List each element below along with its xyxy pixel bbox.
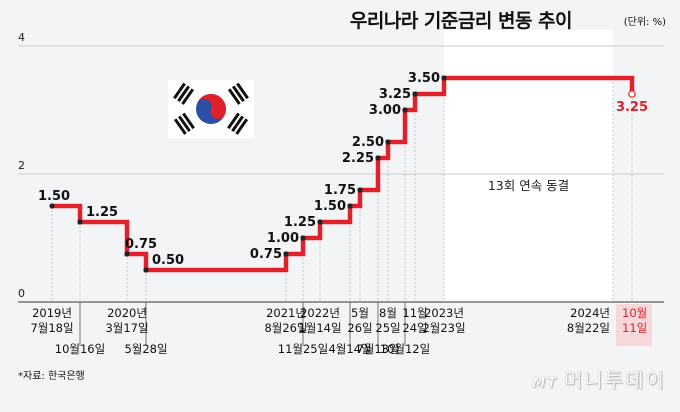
y-tick-label: 2 (18, 159, 25, 172)
value-label: 1.25 (86, 205, 118, 220)
data-point (283, 251, 289, 257)
korean-flag-icon (168, 80, 254, 138)
value-label: 1.75 (324, 183, 356, 198)
date-label-bottom: 8월22일 (567, 321, 610, 335)
date-label-top: 2021년 (266, 306, 306, 320)
date-label-top: 2024년 (570, 306, 610, 320)
date-label-bottom: 8월26일 (264, 321, 307, 335)
chart-title: 우리나라 기준금리 변동 추이 (349, 10, 573, 32)
data-point (300, 235, 306, 241)
value-label: 0.75 (250, 247, 282, 262)
date-label-lower: 10월12일 (380, 342, 430, 356)
data-point-current (628, 90, 636, 98)
freeze-annotation: 13회 연속 동결 (488, 178, 569, 193)
data-point (49, 203, 55, 209)
value-label: 2.50 (352, 135, 384, 150)
y-tick-label: 4 (18, 31, 25, 44)
data-point (412, 91, 418, 97)
highlight-label-bg (616, 304, 652, 346)
date-label-lower: 5월28일 (124, 342, 167, 356)
value-label: 1.25 (284, 215, 316, 230)
date-label-top: 11월 (402, 306, 427, 320)
date-label-lower: 10월16일 (55, 342, 105, 356)
value-label: 1.50 (314, 199, 346, 214)
value-label: 1.00 (267, 231, 299, 246)
date-label-lower: 11월25일 (278, 342, 328, 356)
date-label-lower: 7월13일 (356, 342, 399, 356)
data-point (143, 267, 149, 273)
date-label-bottom: 2월23일 (422, 321, 465, 335)
data-point (317, 219, 323, 225)
data-point (441, 75, 447, 81)
date-label-top: 5월 (351, 306, 369, 320)
date-label-bottom: 25일 (375, 321, 400, 335)
value-label: 0.50 (152, 253, 184, 268)
date-label-bottom: 3월17일 (105, 321, 148, 335)
date-label-top: 10월 (622, 306, 647, 320)
value-label: 3.50 (408, 71, 440, 86)
data-point (77, 219, 83, 225)
date-label-bottom: 7월18일 (30, 321, 73, 335)
date-label-top: 8월 (379, 306, 397, 320)
date-label-bottom: 26일 (347, 321, 372, 335)
date-label-top: 2022년 (300, 306, 340, 320)
value-label: 0.75 (125, 237, 157, 252)
date-label-bottom: 24일 (402, 321, 427, 335)
date-label-top: 2019년 (32, 306, 72, 320)
date-label-top: 2023년 (424, 306, 464, 320)
value-label: 3.00 (369, 103, 401, 118)
source-note: *자료: 한국은행 (18, 371, 85, 382)
data-point (402, 107, 408, 113)
data-point (385, 139, 391, 145)
value-label: 2.25 (342, 151, 374, 166)
value-label: 3.25 (616, 100, 648, 115)
rate-step-line (52, 75, 635, 273)
freeze-period-bg (444, 30, 613, 302)
data-point (357, 187, 363, 193)
data-point (124, 251, 130, 257)
y-tick-label: 0 (18, 287, 25, 300)
date-label-bottom: 11일 (622, 321, 647, 335)
moneytoday-logo: MT 머니투데이 (532, 368, 666, 392)
date-label-lower: 4월14일 (328, 342, 371, 356)
unit-label: (단위: %) (623, 17, 666, 28)
data-point (375, 155, 381, 161)
value-label: 1.50 (38, 189, 70, 204)
data-point (347, 203, 353, 209)
value-label: 3.25 (379, 87, 411, 102)
date-label-bottom: 1월14일 (298, 321, 341, 335)
date-label-top: 2020년 (107, 306, 147, 320)
